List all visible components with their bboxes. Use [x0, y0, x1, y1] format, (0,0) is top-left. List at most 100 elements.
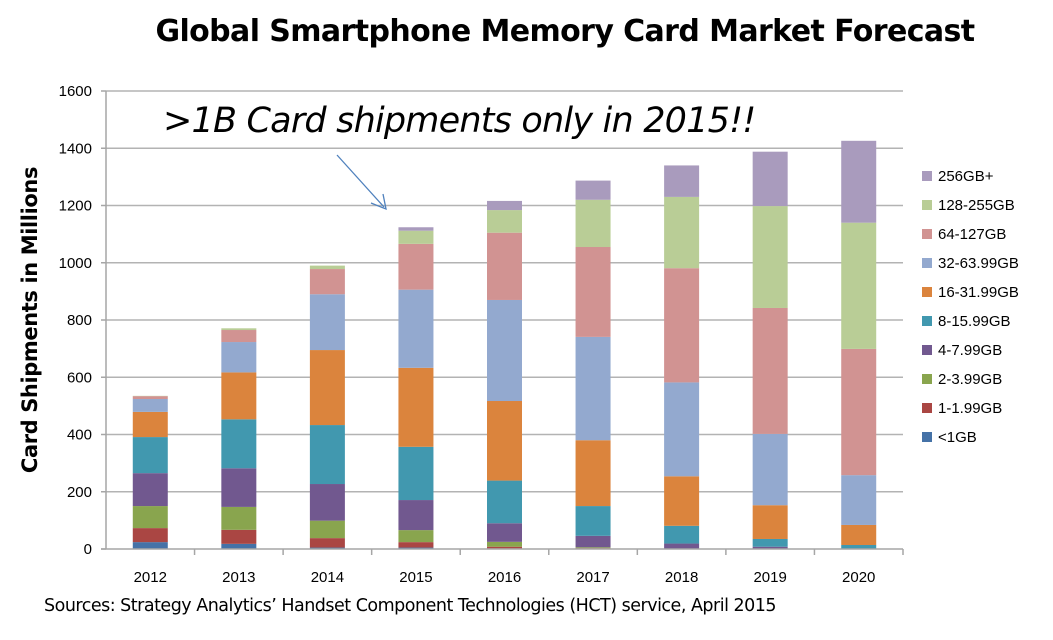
legend-swatch	[922, 171, 932, 181]
bar-segment	[221, 372, 257, 420]
legend-swatch	[922, 229, 932, 239]
bar-segment	[575, 506, 611, 536]
x-tick-label: 2013	[222, 569, 255, 586]
bar-segment	[575, 180, 611, 200]
bar-segment	[398, 227, 434, 231]
bar-segment	[664, 525, 700, 544]
bar-segment	[841, 475, 877, 525]
bar-segment	[841, 140, 877, 223]
legend-label: 256GB+	[938, 168, 994, 185]
bar-segment	[575, 440, 611, 507]
bar-segment	[487, 200, 522, 211]
bar-segment	[752, 546, 788, 549]
bar-segment	[575, 547, 611, 549]
bar-segment	[487, 480, 522, 524]
y-tick-label: 0	[84, 541, 92, 558]
bar-segment	[221, 330, 257, 343]
legend-swatch	[922, 374, 932, 384]
bar-segment	[309, 425, 345, 485]
bar-segment	[398, 367, 434, 447]
x-tick-label: 2020	[842, 569, 875, 586]
bar-segment	[487, 232, 522, 300]
bar-segment	[132, 473, 168, 507]
bar-segment	[487, 210, 522, 233]
bar-stack-2018	[664, 165, 700, 549]
bar-segment	[664, 382, 700, 477]
legend-item: 32-63.99GB	[922, 255, 1019, 272]
bar-segment	[132, 542, 168, 549]
y-tick-label: 200	[67, 484, 92, 501]
bar-segment	[221, 543, 257, 549]
legend-label: 1-1.99GB	[938, 400, 1002, 417]
legend-label: 64-127GB	[938, 226, 1006, 243]
bar-segment	[841, 524, 877, 545]
bar-segment	[841, 544, 877, 549]
bar-segment	[664, 476, 700, 526]
bar-stack-2017	[575, 180, 611, 549]
legend-swatch	[922, 200, 932, 210]
bar-segment	[398, 446, 434, 501]
x-tick-label: 2014	[311, 569, 344, 586]
bar-segment	[487, 523, 522, 542]
bar-segment	[575, 535, 611, 548]
bar-segment	[309, 269, 345, 295]
legend-label: 128-255GB	[938, 197, 1015, 214]
legend-swatch	[922, 316, 932, 326]
x-tick-label: 2019	[753, 569, 786, 586]
y-tick-label: 1400	[59, 140, 92, 157]
legend-swatch	[922, 403, 932, 413]
y-tick-label: 1600	[59, 83, 92, 100]
annotation-arrow	[336, 154, 387, 211]
bar-segment	[132, 396, 168, 400]
bars	[132, 140, 877, 549]
x-axis-ticks: 2012 2013 2014 2015 2016 2017 2018 2019 2020	[134, 549, 904, 586]
bar-stack-2012	[132, 395, 168, 549]
x-tick-label: 2016	[488, 569, 521, 586]
bar-segment	[752, 505, 788, 539]
bar-segment	[221, 529, 257, 544]
legend-swatch	[922, 345, 932, 355]
y-tick-label: 600	[67, 369, 92, 386]
legend-label: 32-63.99GB	[938, 255, 1019, 272]
legend-label: 2-3.99GB	[938, 371, 1002, 388]
bar-segment	[132, 437, 168, 474]
y-axis-ticks: 0 200 400 600 800 1000 1200 1400 1600	[59, 83, 106, 558]
y-tick-label: 1200	[59, 198, 92, 215]
y-tick-label: 800	[67, 312, 92, 329]
y-tick-label: 400	[67, 427, 92, 444]
bar-segment	[752, 206, 788, 308]
bar-segment	[841, 348, 877, 476]
bar-segment	[841, 222, 877, 349]
bar-segment	[398, 289, 434, 368]
bar-segment	[664, 196, 700, 269]
chart-title: Global Smartphone Memory Card Market For…	[155, 14, 975, 49]
legend-item: 4-7.99GB	[922, 342, 1002, 359]
bar-segment	[309, 350, 345, 426]
legend-swatch	[922, 258, 932, 268]
x-tick-label: 2018	[665, 569, 698, 586]
bar-segment	[309, 484, 345, 521]
bar-segment	[664, 543, 700, 549]
x-tick-label: 2012	[134, 569, 167, 586]
legend-item: 8-15.99GB	[922, 313, 1011, 330]
bar-segment	[132, 411, 168, 438]
bar-segment	[221, 328, 257, 331]
bar-segment	[752, 307, 788, 434]
bar-segment	[398, 243, 434, 290]
bar-segment	[132, 528, 168, 543]
bar-segment	[398, 530, 434, 543]
legend-swatch	[922, 432, 932, 442]
x-axis	[101, 91, 903, 550]
bar-segment	[752, 538, 788, 547]
legend-item: 64-127GB	[922, 226, 1006, 243]
legend-item: 256GB+	[922, 168, 994, 185]
bar-segment	[575, 199, 611, 248]
legend-label: <1GB	[938, 429, 977, 446]
bar-segment	[309, 520, 345, 539]
x-tick-label: 2017	[576, 569, 609, 586]
bar-segment	[221, 468, 257, 507]
bar-segment	[487, 401, 522, 481]
source-note: Sources: Strategy Analytics’ Handset Com…	[44, 596, 777, 616]
arrow-line	[336, 154, 385, 208]
bar-segment	[309, 538, 345, 548]
